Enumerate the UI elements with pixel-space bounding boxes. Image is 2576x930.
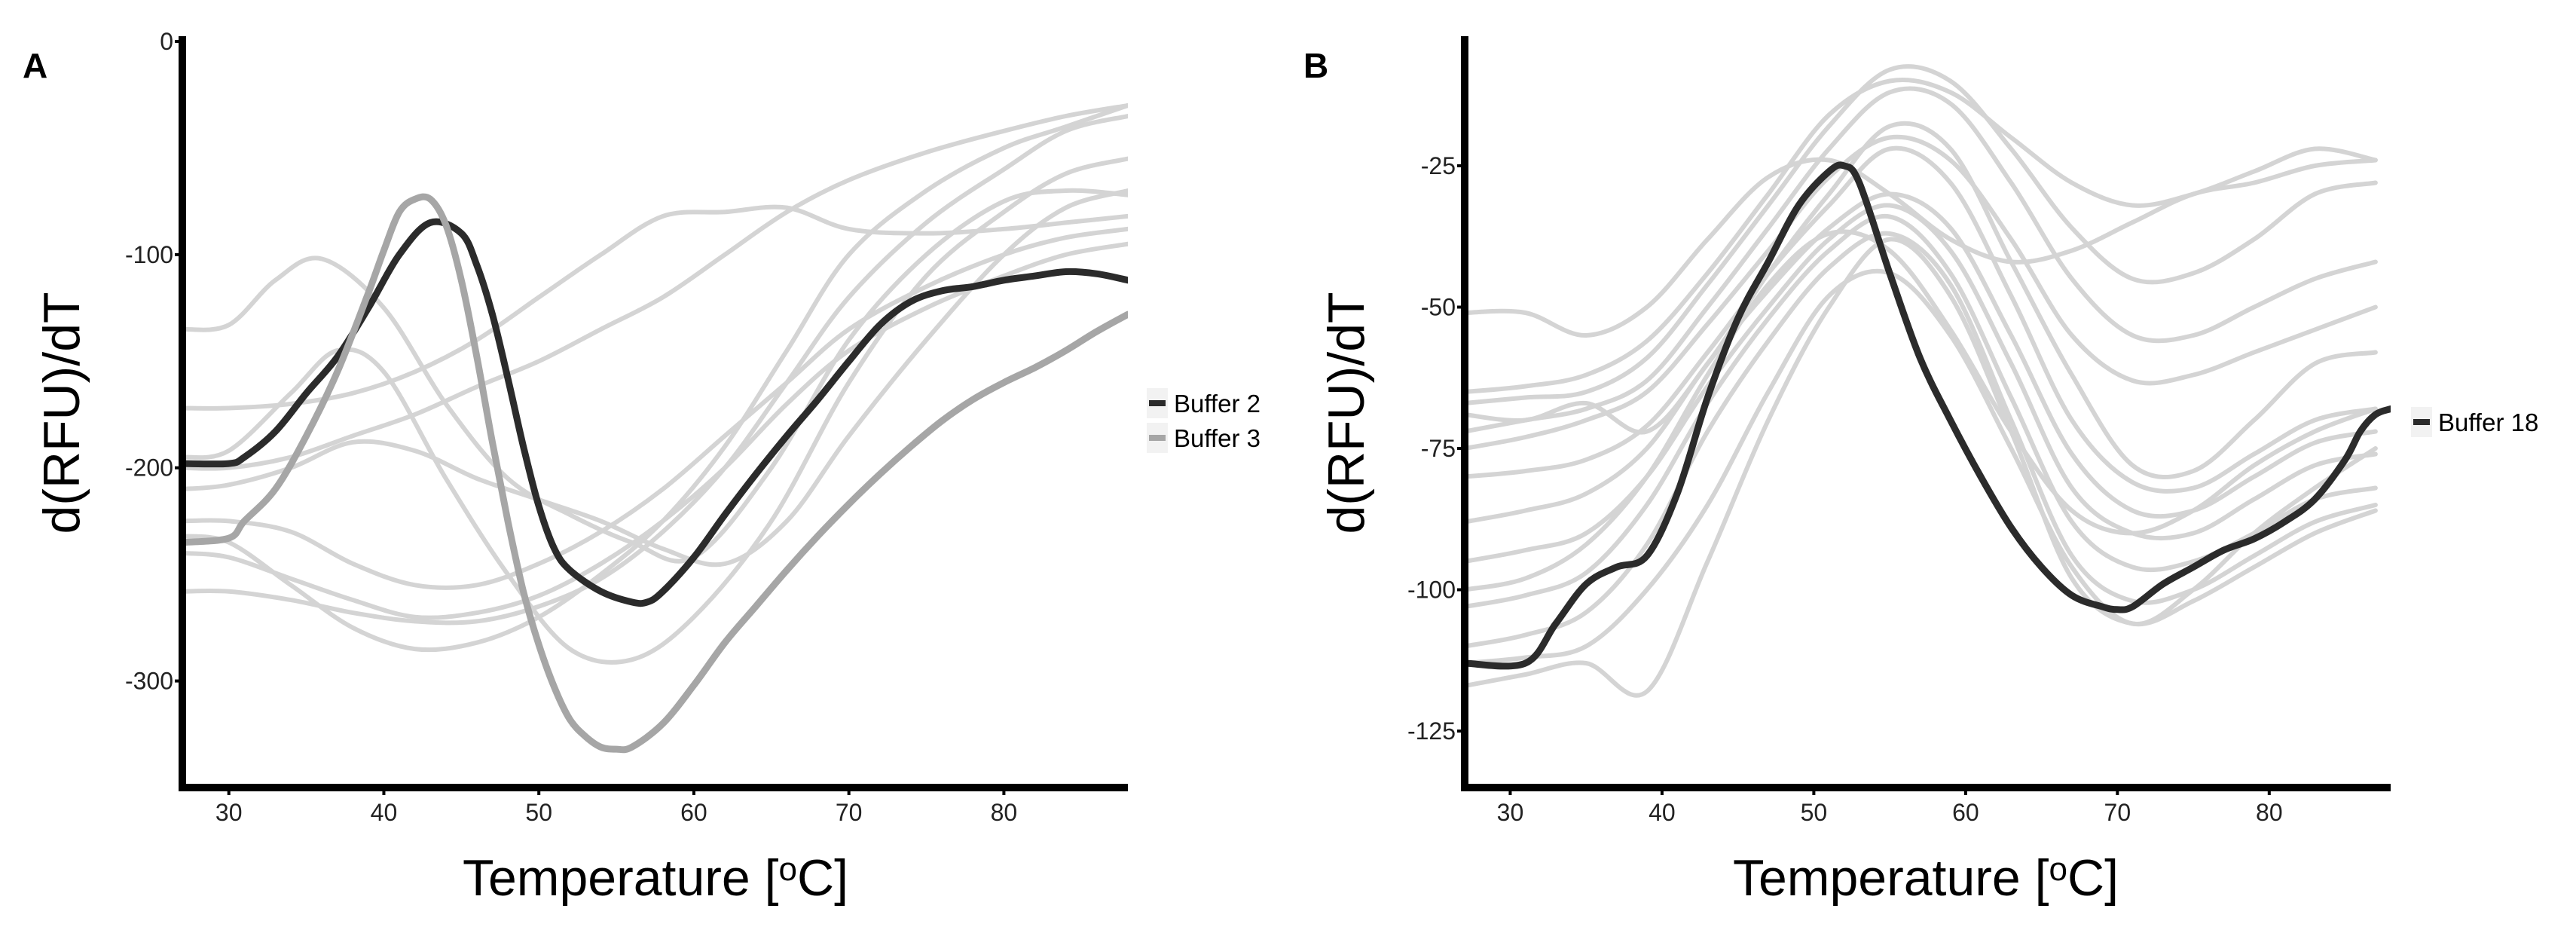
panel-a-y-tick-label: -300 — [125, 668, 173, 695]
panel-b-y-tick-label: -25 — [1421, 152, 1456, 179]
panel-b-background-curve-13 — [1465, 268, 2378, 665]
panel-b-y-tick-label: -125 — [1407, 717, 1456, 745]
panel-b-legend: Buffer 18 — [2411, 407, 2538, 437]
panel-b-x-tick-label: 80 — [2256, 799, 2283, 826]
panel-b-highlighted-series — [1465, 161, 2391, 670]
panel-b-background-curves — [1465, 64, 2378, 698]
panel-a-x-tick-label: 40 — [371, 799, 398, 826]
legend-label-buffer-2: Buffer 2 — [1174, 390, 1260, 418]
panel-a-series-buffer-3 — [182, 193, 1128, 754]
panel-b-background-curve-6 — [1465, 121, 2378, 479]
panel-a: A 30 40 50 60 70 80 0 -100 -200 -300 Temperature… — [23, 28, 1260, 907]
panel-a-highlighted-series — [182, 193, 1128, 754]
panel-a-y-tick-label: -100 — [125, 241, 173, 268]
panel-a-x-tick-label: 80 — [991, 799, 1018, 826]
panel-b-background-curve-2 — [1465, 77, 2378, 394]
panel-a-background-curve-3 — [182, 204, 1128, 411]
panel-a-x-axis-title: Temperature [oC] — [463, 849, 848, 907]
panel-a-x-ticks: 30 40 50 60 70 80 — [215, 788, 1017, 826]
panel-a-y-tick-label: 0 — [160, 28, 173, 55]
panel-b-background-curve-3 — [1465, 64, 2378, 405]
panel-b-x-tick-label: 40 — [1649, 799, 1676, 826]
panel-b-x-tick-label: 60 — [1952, 799, 1979, 826]
legend-label-buffer-3: Buffer 3 — [1174, 424, 1260, 452]
panel-a-series-buffer-2 — [182, 218, 1128, 607]
panel-b-background-curve-7 — [1465, 145, 2378, 494]
panel-b-background-curve-8 — [1465, 191, 2378, 525]
panel-b-x-tick-label: 30 — [1497, 799, 1524, 826]
panel-b-y-ticks: -25 -50 -75 -100 -125 — [1407, 152, 1465, 745]
panel-b-letter: B — [1303, 46, 1328, 85]
panel-a-x-tick-label: 30 — [215, 799, 243, 826]
panel-b-x-axis-title: Temperature [oC] — [1733, 849, 2119, 907]
panel-b-x-ticks: 30 40 50 60 70 80 — [1497, 788, 2283, 826]
panel-a-axes — [179, 36, 1128, 791]
panel-a-y-tick-label: -200 — [125, 454, 173, 482]
panel-a-legend: Buffer 2 Buffer 3 — [1147, 388, 1260, 453]
panel-b-background-curve-12 — [1465, 237, 2378, 698]
panel-b-background-curve-9 — [1465, 203, 2378, 564]
panel-a-background-curve-7 — [182, 114, 1128, 626]
panel-b-background-curve-4 — [1465, 86, 2378, 434]
panel-a-background-curve-2 — [182, 156, 1128, 665]
panel-a-x-tick-label: 60 — [680, 799, 707, 826]
panel-b: B 30 40 50 60 70 80 -25 -50 -75 -100 -125 Tempera… — [1303, 36, 2538, 907]
panel-b-axes — [1461, 36, 2391, 791]
panel-a-x-tick-label: 50 — [525, 799, 552, 826]
panel-a-y-ticks: 0 -100 -200 -300 — [125, 28, 182, 695]
legend-label-buffer-18: Buffer 18 — [2438, 408, 2538, 436]
panel-b-x-tick-label: 70 — [2104, 799, 2131, 826]
panel-b-y-tick-label: -75 — [1421, 435, 1456, 462]
panel-a-background-curve-9 — [182, 102, 1128, 471]
panel-b-y-tick-label: -50 — [1421, 294, 1456, 321]
panel-a-x-tick-label: 70 — [836, 799, 863, 826]
panel-a-background-curves — [182, 102, 1128, 665]
panel-b-series-buffer-18 — [1465, 161, 2391, 670]
panel-b-y-axis-title: d(RFU)/dT — [1318, 292, 1375, 534]
panel-a-background-curve-5 — [182, 226, 1128, 590]
panel-b-y-tick-label: -100 — [1407, 577, 1456, 604]
panel-a-background-curve-8 — [182, 102, 1128, 653]
panel-b-x-tick-label: 50 — [1801, 799, 1828, 826]
panel-a-y-axis-title: d(RFU)/dT — [33, 292, 90, 534]
panel-b-background-curve-5 — [1465, 134, 2378, 451]
panel-a-letter: A — [23, 46, 47, 85]
panel-b-background-curve-14 — [1465, 229, 2378, 592]
